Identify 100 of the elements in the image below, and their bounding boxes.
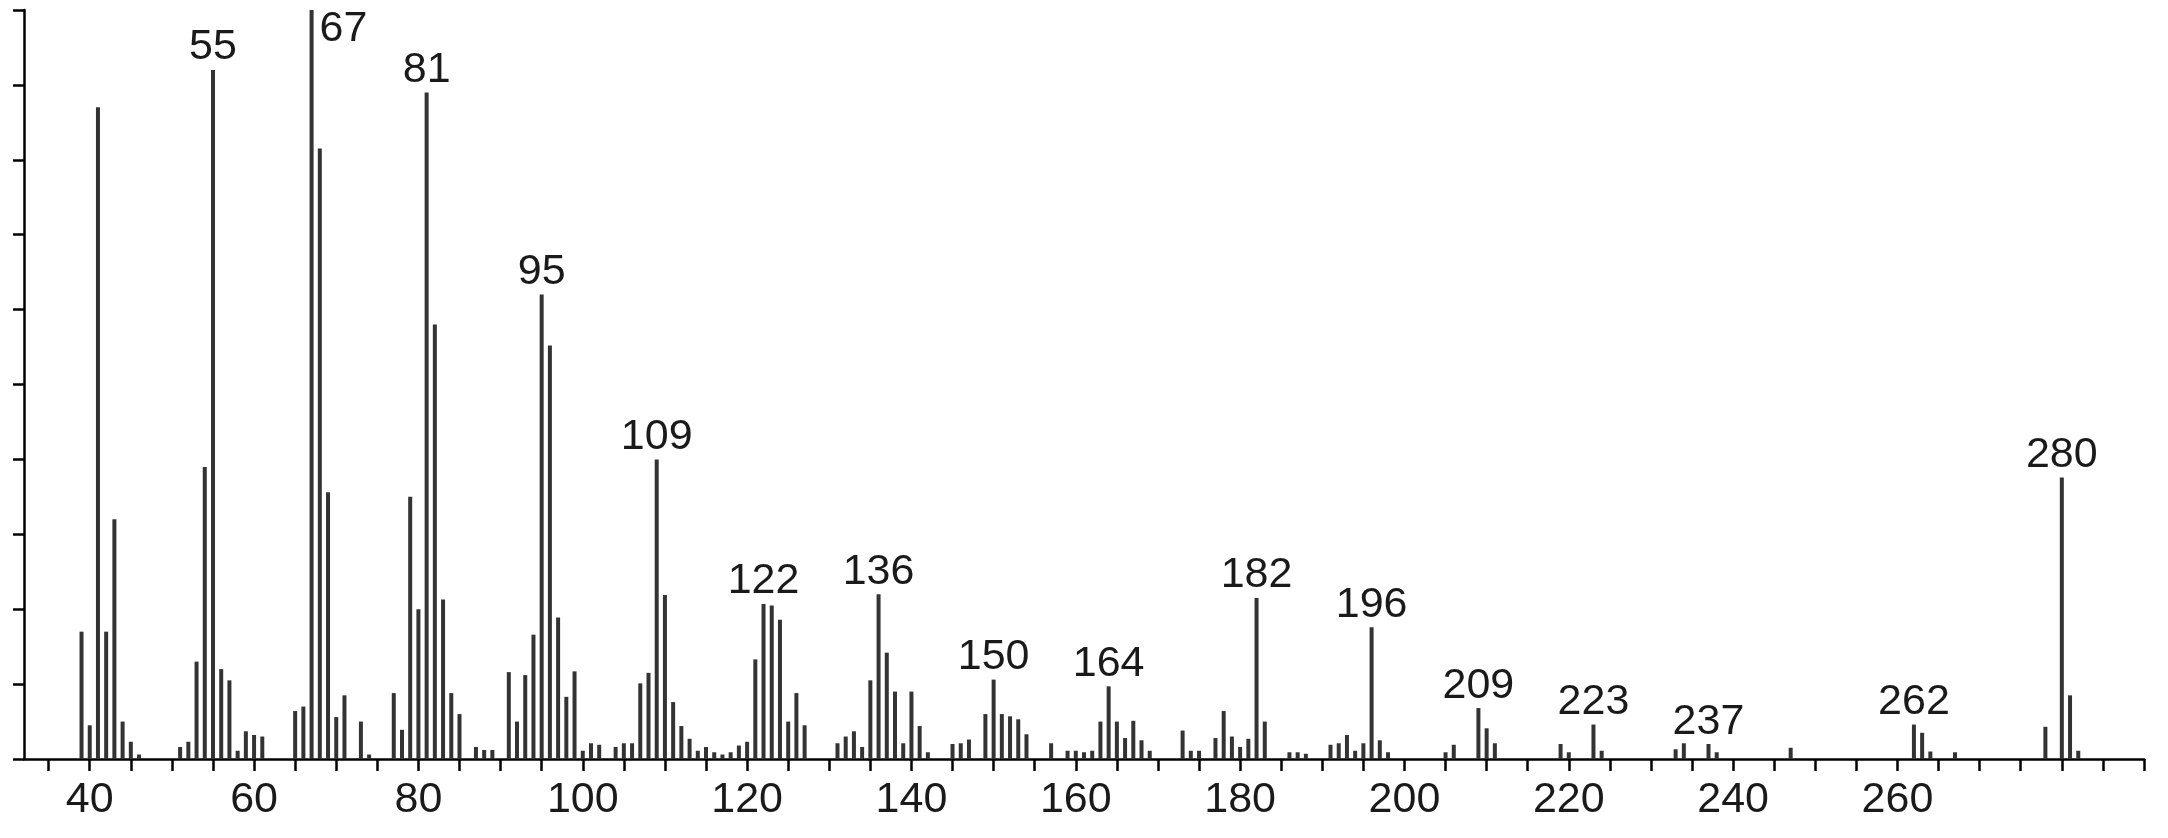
bar	[1123, 738, 1128, 759]
bar	[1213, 738, 1218, 759]
bar	[334, 717, 339, 759]
bar	[621, 743, 626, 759]
bar	[1254, 597, 1259, 759]
bar	[490, 750, 495, 759]
bar	[293, 711, 298, 759]
bar	[104, 631, 109, 759]
annotation: 196	[1335, 577, 1408, 626]
bar	[252, 735, 257, 759]
bar	[408, 496, 413, 759]
bar	[687, 738, 692, 759]
bar	[556, 617, 561, 759]
bar	[745, 741, 750, 759]
bar	[991, 679, 996, 759]
bar	[1599, 750, 1604, 759]
bar	[1114, 721, 1119, 759]
x-tick-label: 200	[1368, 772, 1441, 821]
bar	[794, 693, 799, 759]
bar	[1295, 752, 1300, 759]
bar	[186, 741, 191, 759]
bar	[950, 744, 955, 759]
bar	[1706, 744, 1711, 759]
bar	[662, 594, 667, 759]
bar	[1386, 752, 1391, 759]
x-tick-label: 80	[394, 772, 443, 821]
bar	[860, 747, 865, 759]
annotation: 81	[402, 42, 451, 91]
bar	[1139, 740, 1144, 759]
bar	[999, 714, 1004, 759]
bar	[1238, 747, 1243, 759]
bar	[1229, 736, 1234, 759]
bar	[1024, 734, 1029, 759]
bar	[506, 672, 511, 759]
bar	[194, 661, 199, 759]
bar	[391, 693, 396, 759]
bar	[1287, 752, 1292, 759]
bar	[202, 466, 207, 759]
bar	[679, 726, 684, 759]
bar	[342, 695, 347, 759]
bar	[432, 324, 437, 759]
bar	[457, 714, 462, 759]
bar	[1681, 743, 1686, 759]
bar	[1188, 750, 1193, 759]
x-tick-label: 60	[230, 772, 278, 821]
annotation: 223	[1557, 675, 1630, 724]
bar	[1361, 743, 1366, 759]
annotation: 55	[189, 20, 237, 69]
bar	[1065, 750, 1070, 759]
bar	[1353, 750, 1358, 759]
bar	[613, 747, 618, 759]
bar	[843, 736, 848, 759]
bar	[441, 599, 446, 759]
bar	[219, 669, 224, 759]
annotation: 182	[1220, 548, 1293, 597]
x-tick-label: 220	[1532, 772, 1605, 821]
bar	[1377, 740, 1382, 759]
bar	[120, 721, 125, 759]
bar	[79, 631, 84, 759]
bar	[769, 605, 774, 759]
bar	[1008, 716, 1013, 759]
annotation: 164	[1072, 636, 1145, 685]
bar	[317, 148, 322, 759]
bar	[646, 672, 651, 759]
bar	[1147, 750, 1152, 759]
x-tick-label: 120	[711, 772, 783, 821]
bar	[416, 609, 421, 759]
bar	[1131, 720, 1136, 759]
bar	[1221, 711, 1226, 759]
bar	[2076, 750, 2081, 759]
bar	[112, 519, 117, 759]
bar	[1788, 747, 1793, 759]
bar	[671, 702, 676, 759]
bar	[597, 744, 602, 759]
bar	[1369, 627, 1374, 759]
bar	[1336, 743, 1341, 759]
bar	[1476, 708, 1481, 759]
bar	[399, 729, 404, 759]
bar	[1344, 735, 1349, 759]
bar	[309, 10, 314, 759]
bar	[802, 725, 807, 759]
bar	[1328, 744, 1333, 759]
annotation: 67	[319, 1, 368, 50]
bar	[704, 747, 709, 759]
bar	[777, 619, 782, 759]
bar	[2068, 695, 2073, 759]
bar	[728, 752, 733, 759]
bar	[1180, 730, 1185, 759]
bar	[1016, 719, 1021, 759]
bar	[753, 659, 758, 759]
bar	[1566, 752, 1571, 759]
bar	[1928, 751, 1933, 759]
bar	[1098, 721, 1103, 759]
bar	[449, 693, 454, 759]
x-tick-label: 140	[875, 772, 948, 821]
bar	[868, 680, 873, 759]
bar	[1049, 743, 1054, 759]
bar	[1443, 752, 1448, 759]
bar	[1303, 753, 1308, 759]
bar	[1073, 750, 1078, 759]
